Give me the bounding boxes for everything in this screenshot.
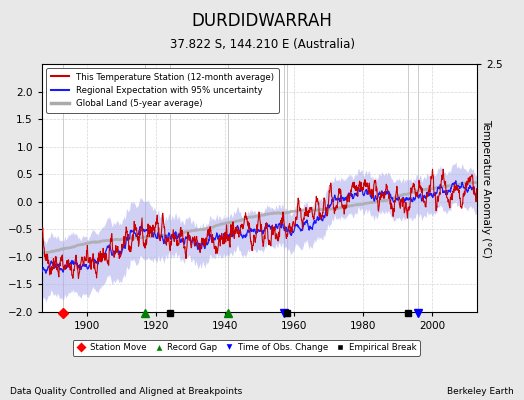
Text: Berkeley Earth: Berkeley Earth — [447, 387, 514, 396]
Y-axis label: Temperature Anomaly (°C): Temperature Anomaly (°C) — [481, 118, 491, 258]
Text: DURDIDWARRAH: DURDIDWARRAH — [192, 12, 332, 30]
Text: Data Quality Controlled and Aligned at Breakpoints: Data Quality Controlled and Aligned at B… — [10, 387, 243, 396]
Legend: This Temperature Station (12-month average), Regional Expectation with 95% uncer: This Temperature Station (12-month avera… — [46, 68, 279, 112]
Legend: Station Move, Record Gap, Time of Obs. Change, Empirical Break: Station Move, Record Gap, Time of Obs. C… — [73, 340, 420, 356]
Text: 37.822 S, 144.210 E (Australia): 37.822 S, 144.210 E (Australia) — [169, 38, 355, 51]
